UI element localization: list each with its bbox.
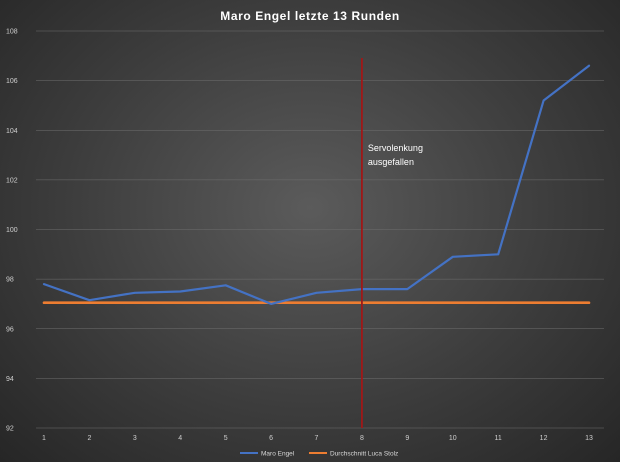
x-tick-label: 12 bbox=[540, 435, 548, 442]
x-tick-label: 4 bbox=[178, 435, 182, 442]
x-axis-ticks: 1 2 3 4 5 6 7 8 9 10 11 12 13 bbox=[42, 435, 593, 442]
legend-label: Durchschnitt Luca Stolz bbox=[330, 451, 398, 458]
y-tick-label: 108 bbox=[6, 29, 18, 36]
x-tick-label: 5 bbox=[224, 435, 228, 442]
x-tick-label: 10 bbox=[449, 435, 457, 442]
y-axis-ticks: 92 94 96 98 100 102 104 106 108 bbox=[6, 29, 18, 433]
x-tick-label: 13 bbox=[585, 435, 593, 442]
annotation-text: Servolenkung bbox=[368, 143, 423, 153]
x-tick-label: 1 bbox=[42, 435, 46, 442]
x-tick-label: 2 bbox=[87, 435, 91, 442]
x-tick-label: 7 bbox=[315, 435, 319, 442]
y-tick-label: 100 bbox=[6, 227, 18, 234]
x-tick-label: 11 bbox=[495, 435, 502, 442]
chart-title: Maro Engel letzte 13 Runden bbox=[220, 9, 400, 23]
annotation-text: ausgefallen bbox=[368, 157, 414, 167]
annotation: Servolenkung ausgefallen bbox=[361, 58, 423, 428]
y-tick-label: 106 bbox=[6, 78, 18, 85]
y-tick-label: 94 bbox=[6, 376, 14, 383]
series-line-maro-engel bbox=[42, 64, 591, 305]
legend: Maro Engel Durchschnitt Luca Stolz bbox=[240, 451, 398, 458]
x-tick-label: 9 bbox=[405, 435, 409, 442]
gridlines bbox=[36, 30, 604, 429]
y-tick-label: 98 bbox=[6, 277, 14, 284]
x-tick-label: 8 bbox=[360, 435, 364, 442]
x-tick-label: 3 bbox=[133, 435, 137, 442]
y-tick-label: 102 bbox=[6, 177, 18, 184]
y-tick-label: 92 bbox=[6, 426, 14, 433]
series-lines bbox=[42, 64, 591, 305]
legend-label: Maro Engel bbox=[261, 451, 295, 458]
x-tick-label: 6 bbox=[269, 435, 273, 442]
y-tick-label: 104 bbox=[6, 128, 18, 135]
y-tick-label: 96 bbox=[6, 326, 14, 333]
